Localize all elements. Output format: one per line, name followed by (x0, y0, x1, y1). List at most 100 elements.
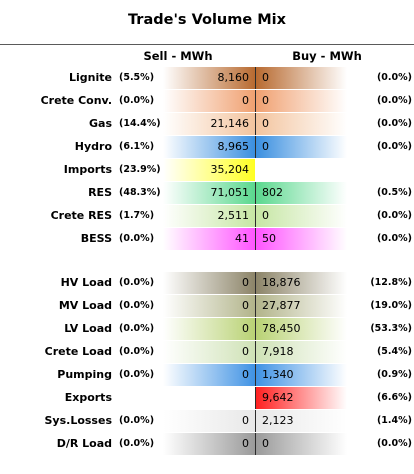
table-row: Crete Conv. (0.0%) 0 0 (0.0%) (0, 90, 414, 112)
table-row: LV Load (0.0%) 0 78,450 (53.3%) (0, 318, 414, 340)
sell-share: (0.0%) (119, 233, 155, 244)
sell-value-cell: 41 (163, 228, 255, 250)
table-row: Gas (14.4%) 21,146 0 (0.0%) (0, 113, 414, 135)
buy-value-cell: 0 (255, 205, 347, 227)
sell-share: (0.0%) (119, 346, 155, 357)
row-label: MV Load (58, 299, 112, 312)
sell-share: (14.4%) (119, 118, 161, 129)
row-label: Sys.Losses (44, 414, 113, 427)
buy-column-header: Buy - MWh (292, 49, 362, 63)
buy-share: (0.0%) (376, 438, 412, 449)
table-row: Imports (23.9%) 35,204 (0, 159, 414, 181)
buy-share: (1.4%) (376, 415, 412, 426)
sell-share: (1.7%) (119, 210, 155, 221)
sell-value-cell: 0 (163, 410, 255, 432)
row-label: Imports (63, 163, 112, 176)
row-label: Crete RES (50, 209, 112, 222)
header-divider (0, 44, 414, 45)
sell-value-cell: 2,511 (163, 205, 255, 227)
buy-share: (5.4%) (376, 346, 412, 357)
buy-share: (0.5%) (376, 187, 412, 198)
table-row: RES (48.3%) 71,051 802 (0.5%) (0, 182, 414, 204)
buy-value-cell: 2,123 (255, 410, 347, 432)
row-label: HV Load (60, 276, 112, 289)
sell-value-cell: 21,146 (163, 113, 255, 135)
sell-share: (6.1%) (119, 141, 155, 152)
sell-share: (23.9%) (119, 164, 161, 175)
buy-value-cell: 0 (255, 67, 347, 89)
buy-value-cell: 27,877 (255, 295, 347, 317)
sell-value-cell: 0 (163, 341, 255, 363)
sell-value-cell (163, 387, 255, 409)
buy-value-cell: 1,340 (255, 364, 347, 386)
table-row: Crete RES (1.7%) 2,511 0 (0.0%) (0, 205, 414, 227)
row-label: Crete Load (44, 345, 112, 358)
buy-value-cell: 0 (255, 136, 347, 158)
buy-value-cell: 7,918 (255, 341, 347, 363)
sell-share: (0.0%) (119, 438, 155, 449)
buy-value-cell (255, 159, 347, 181)
sell-share: (48.3%) (119, 187, 161, 198)
buy-value-cell: 0 (255, 433, 347, 455)
row-label: Gas (89, 117, 112, 130)
row-label: Lignite (69, 71, 112, 84)
buy-share: (0.9%) (376, 369, 412, 380)
sell-share: (0.0%) (119, 323, 155, 334)
sell-value-cell: 0 (163, 295, 255, 317)
buy-value-cell: 9,642 (255, 387, 347, 409)
sell-value-cell: 0 (163, 364, 255, 386)
table-row: Hydro (6.1%) 8,965 0 (0.0%) (0, 136, 414, 158)
table-row: Pumping (0.0%) 0 1,340 (0.9%) (0, 364, 414, 386)
table-row: MV Load (0.0%) 0 27,877 (19.0%) (0, 295, 414, 317)
buy-share: (0.0%) (376, 233, 412, 244)
buy-share: (12.8%) (370, 277, 412, 288)
table-row: D/R Load (0.0%) 0 0 (0.0%) (0, 433, 414, 455)
sell-column-header: Sell - MWh (143, 49, 213, 63)
row-label: Pumping (57, 368, 112, 381)
sell-share: (0.0%) (119, 277, 155, 288)
sell-value-cell: 71,051 (163, 182, 255, 204)
row-label: D/R Load (56, 437, 112, 450)
sell-value-cell: 8,160 (163, 67, 255, 89)
buy-share: (19.0%) (370, 300, 412, 311)
buy-share: (53.3%) (370, 323, 412, 334)
sell-value-cell: 0 (163, 90, 255, 112)
table-row: HV Load (0.0%) 0 18,876 (12.8%) (0, 272, 414, 294)
table-row: Lignite (5.5%) 8,160 0 (0.0%) (0, 67, 414, 89)
sell-value-cell: 0 (163, 433, 255, 455)
sell-share: (5.5%) (119, 72, 155, 83)
buy-value-cell: 802 (255, 182, 347, 204)
buy-value-cell: 18,876 (255, 272, 347, 294)
sell-share (119, 387, 159, 409)
sell-share: (0.0%) (119, 95, 155, 106)
buy-share: (0.0%) (376, 141, 412, 152)
buy-value-cell: 0 (255, 113, 347, 135)
sell-value-cell: 8,965 (163, 136, 255, 158)
table-row: Sys.Losses (0.0%) 0 2,123 (1.4%) (0, 410, 414, 432)
buy-share (350, 159, 412, 181)
row-label: Exports (64, 391, 112, 404)
table-row: Crete Load (0.0%) 0 7,918 (5.4%) (0, 341, 414, 363)
sell-share: (0.0%) (119, 300, 155, 311)
sell-share: (0.0%) (119, 369, 155, 380)
sell-value-cell: 0 (163, 318, 255, 340)
buy-share: (6.6%) (376, 392, 412, 403)
buy-value-cell: 78,450 (255, 318, 347, 340)
table-row: BESS (0.0%) 41 50 (0.0%) (0, 228, 414, 250)
sell-value-cell: 0 (163, 272, 255, 294)
buy-share: (0.0%) (376, 118, 412, 129)
table-row: Exports 9,642 (6.6%) (0, 387, 414, 409)
sell-value-cell: 35,204 (163, 159, 255, 181)
sell-share: (0.0%) (119, 415, 155, 426)
buy-value-cell: 50 (255, 228, 347, 250)
buy-share: (0.0%) (376, 210, 412, 221)
buy-share: (0.0%) (376, 72, 412, 83)
chart-title: Trade's Volume Mix (128, 12, 286, 28)
row-label: LV Load (64, 322, 112, 335)
buy-share: (0.0%) (376, 95, 412, 106)
row-label: Crete Conv. (40, 94, 112, 107)
row-label: Hydro (74, 140, 112, 153)
buy-value-cell: 0 (255, 90, 347, 112)
row-label: BESS (80, 232, 112, 245)
row-label: RES (88, 186, 112, 199)
